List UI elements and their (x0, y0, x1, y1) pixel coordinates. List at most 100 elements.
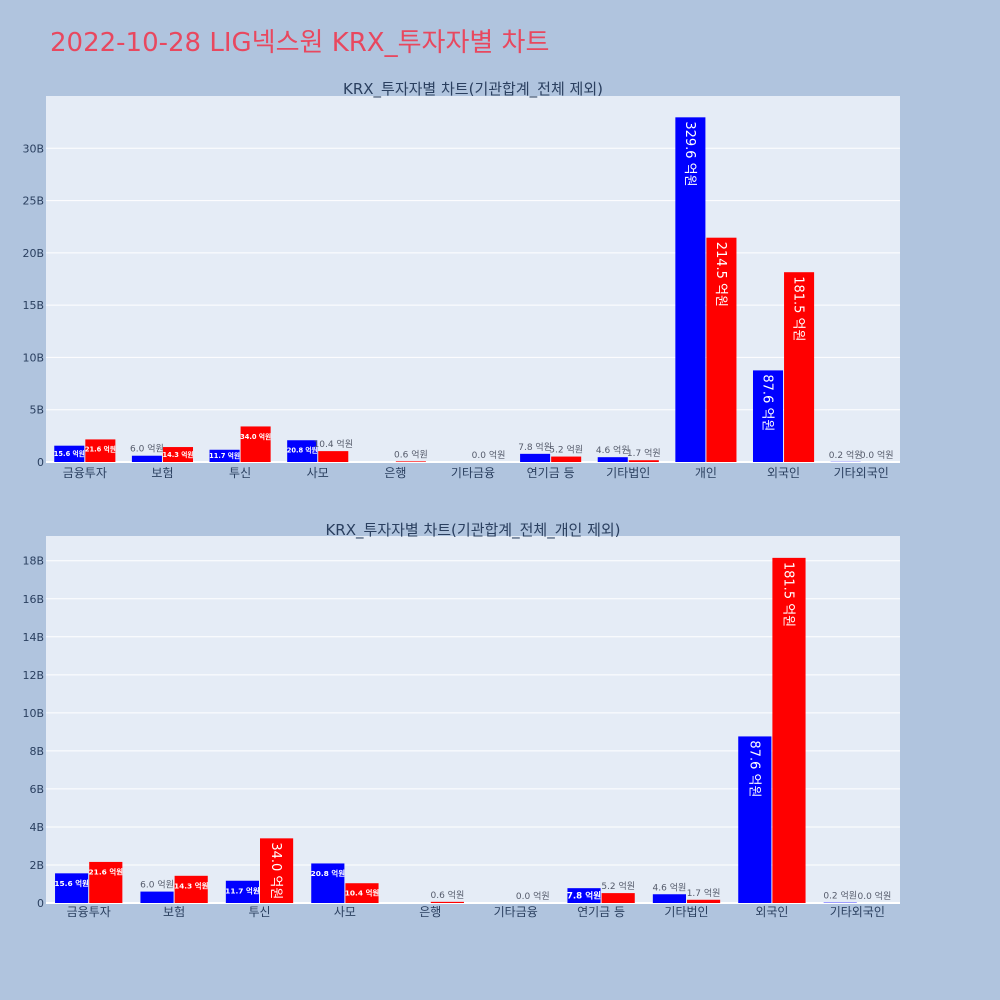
bar-data-label: 5.2 억원 (601, 880, 635, 892)
bar-data-label: 11.7 억원 (209, 451, 240, 460)
bar-data-label: 21.6 억원 (89, 867, 124, 877)
bar-data-label: 4.6 억원 (653, 881, 687, 893)
x-tick-label: 은행 (419, 904, 441, 919)
page-title: 2022-10-28 LIG넥스원 KRX_투자자별 차트 (50, 28, 550, 58)
bar-data-label: 7.8 억원 (567, 890, 601, 902)
bar-data-label: 1.7 억원 (627, 447, 661, 459)
bar (225, 880, 259, 903)
bar-data-label: 15.6 억원 (54, 878, 89, 888)
bar (55, 873, 89, 903)
y-tick-label: 4B (29, 821, 44, 834)
bar-data-label: 21.6 억원 (85, 445, 116, 454)
bar-data-label: 4.6 억원 (596, 444, 630, 456)
bar (520, 453, 551, 462)
bar (597, 457, 628, 462)
bar (345, 883, 379, 903)
bar (675, 117, 706, 462)
y-tick-label: 5B (29, 404, 44, 417)
bar (140, 891, 174, 903)
bar-data-label: 1.7 억원 (687, 887, 721, 899)
bar-data-label: 87.6 억원 (759, 374, 774, 431)
bar (551, 456, 582, 462)
chart-title: KRX_투자자별 차트(기관합계_전체 제외) (343, 80, 603, 99)
bar-data-label: 0.0 억원 (516, 890, 550, 902)
bar-data-label: 329.6 억원 (682, 121, 697, 186)
x-tick-label: 은행 (384, 465, 406, 480)
y-tick-label: 10B (22, 351, 44, 364)
x-tick-label: 기타금융 (494, 905, 538, 919)
bar-data-label: 0.0 억원 (472, 449, 506, 461)
bar (318, 451, 349, 462)
x-tick-label: 금융투자 (67, 905, 111, 919)
bar (772, 557, 806, 903)
bar (738, 736, 772, 903)
y-tick-label: 18B (22, 555, 44, 568)
bar-data-label: 6.0 억원 (140, 879, 174, 891)
bar (240, 426, 271, 462)
top-bar-chart: 0 5B 10B 15B 20B 25B 30B KRX_투자자별 차트(기관합계_전체 제외… (22, 80, 900, 480)
chart-title: KRX_투자자별 차트(기관합계_전체_개인 제외) (325, 521, 620, 540)
y-tick-label: 0 (37, 897, 44, 910)
x-tick-label: 보험 (163, 905, 185, 919)
bar-data-label: 34.0 억원 (240, 432, 271, 441)
x-tick-label: 기타외국인 (834, 466, 889, 480)
bar (85, 439, 116, 462)
bar-data-label: 0.2 억원 (829, 449, 863, 461)
bar (706, 237, 737, 462)
bar (752, 370, 784, 462)
bar-data-label: 181.5 억원 (780, 562, 795, 627)
bar-data-label: 181.5 억원 (791, 276, 806, 341)
bar-data-label: 0.0 억원 (860, 449, 894, 461)
bar-data-label: 20.8 억원 (311, 868, 346, 878)
bar (652, 894, 686, 903)
x-tick-label: 기타법인 (664, 905, 708, 919)
x-tick-label: 연기금 등 (577, 905, 625, 919)
x-tick-label: 기타금융 (451, 466, 495, 480)
y-tick-label: 6B (29, 783, 44, 796)
bar (174, 875, 208, 903)
bar (628, 460, 659, 462)
x-tick-label: 개인 (695, 466, 717, 480)
y-tick-label: 15B (22, 299, 44, 312)
bar (287, 440, 318, 462)
bar (209, 449, 240, 462)
bar-data-label: 6.0 억원 (130, 443, 164, 455)
x-tick-label: 연기금 등 (527, 466, 575, 480)
x-tick-label: 투신 (248, 905, 270, 919)
y-tick-label: 30B (22, 142, 44, 155)
bar-data-label: 10.4 억원 (314, 438, 353, 450)
bar-data-label: 5.2 억원 (549, 444, 583, 456)
bar (784, 272, 815, 462)
y-tick-label: 0 (37, 456, 44, 469)
x-tick-label: 사모 (307, 466, 329, 480)
y-tick-label: 25B (22, 195, 44, 208)
bar (260, 838, 294, 903)
plot-area (46, 536, 900, 903)
bar (311, 863, 345, 903)
x-tick-label: 금융투자 (63, 466, 107, 480)
y-tick-label: 8B (29, 745, 44, 758)
x-tick-label: 사모 (334, 905, 356, 919)
x-tick-label: 외국인 (755, 905, 788, 919)
bar-data-label: 87.6 억원 (746, 740, 761, 797)
x-tick-label: 기타법인 (606, 466, 650, 480)
x-tick-label: 보험 (151, 466, 173, 480)
bar-data-label: 214.5 억원 (713, 242, 728, 307)
x-tick-label: 외국인 (767, 466, 800, 480)
bar-data-label: 10.4 억원 (345, 888, 380, 898)
y-tick-label: 12B (22, 669, 44, 682)
bar-data-label: 14.3 억원 (162, 450, 193, 459)
bar (430, 901, 464, 903)
bar (131, 455, 162, 462)
bar-data-label: 20.8 억원 (287, 446, 318, 455)
y-tick-label: 20B (22, 247, 44, 260)
bar (89, 861, 123, 903)
bar (395, 461, 426, 462)
bar-data-label: 0.6 억원 (431, 889, 465, 901)
y-tick-label: 10B (22, 707, 44, 720)
bar-data-label: 0.6 억원 (394, 448, 428, 460)
bar-data-label: 0.0 억원 (858, 890, 892, 902)
bar (162, 447, 194, 462)
bar-data-label: 0.2 억원 (823, 890, 857, 902)
